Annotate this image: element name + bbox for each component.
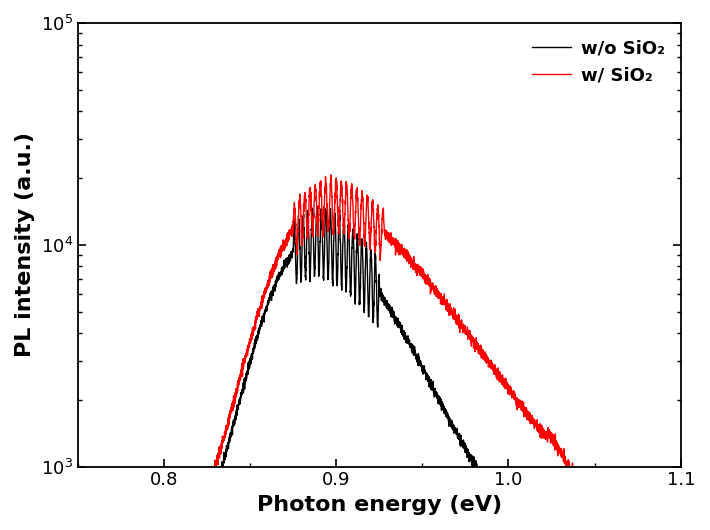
w/o SiO₂ <box>312 204 321 210</box>
w/o SiO₂ <box>474 470 483 476</box>
w/ SiO₂ <box>578 488 586 494</box>
w/ SiO₂ <box>444 303 452 310</box>
X-axis label: Photon energy (eV): Photon energy (eV) <box>257 495 502 515</box>
Y-axis label: PL intensity (a.u.): PL intensity (a.u.) <box>15 132 35 357</box>
Line: w/o SiO₂: w/o SiO₂ <box>87 207 689 530</box>
w/o SiO₂ <box>312 204 321 210</box>
w/ SiO₂ <box>474 345 483 351</box>
w/ SiO₂ <box>312 209 321 215</box>
w/ SiO₂ <box>192 516 200 523</box>
w/ SiO₂ <box>327 172 335 178</box>
Line: w/ SiO₂: w/ SiO₂ <box>87 175 689 530</box>
w/o SiO₂ <box>444 413 452 419</box>
w/ SiO₂ <box>532 421 541 428</box>
Legend: w/o SiO₂, w/ SiO₂: w/o SiO₂, w/ SiO₂ <box>525 32 672 92</box>
